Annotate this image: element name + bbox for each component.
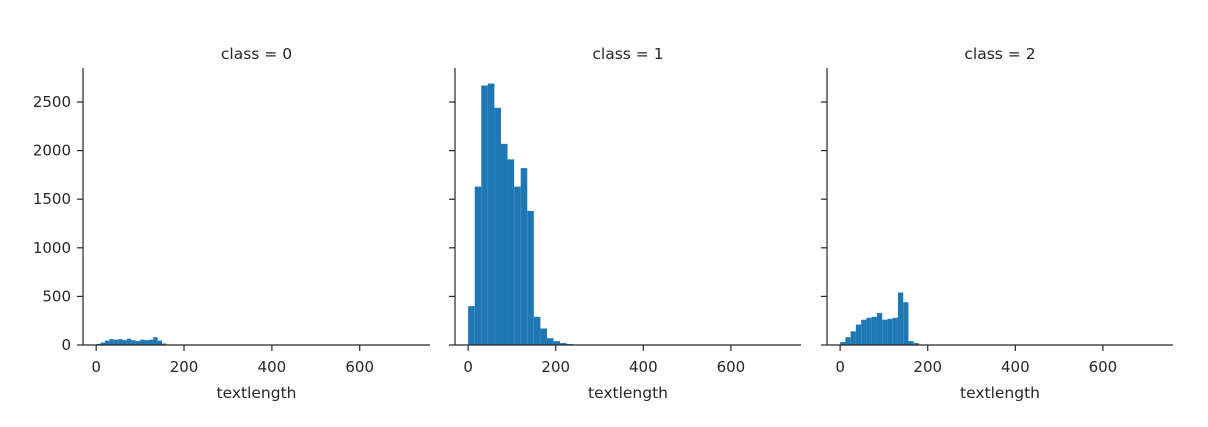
histogram-bar [109, 339, 114, 345]
facet-title: class = 1 [592, 45, 663, 63]
histogram-bar [876, 312, 883, 345]
histogram-bar [157, 340, 163, 345]
facet-title: class = 2 [964, 45, 1035, 63]
x-tick-label: 600 [345, 358, 374, 376]
x-axis-label: textlength [217, 384, 297, 402]
x-axis-label: textlength [588, 384, 668, 402]
histogram-bar [113, 339, 119, 345]
histogram-bar [148, 339, 154, 345]
x-tick-label: 200 [913, 358, 942, 376]
histogram-bar [861, 319, 867, 345]
histogram-bar [500, 143, 508, 345]
x-tick-label: 200 [170, 358, 199, 376]
histogram-bar [540, 328, 547, 345]
histogram-bar [104, 340, 110, 345]
histogram-bar [903, 302, 909, 345]
histogram-bar [494, 107, 501, 345]
x-tick-label: 400 [629, 358, 658, 376]
histogram-bar [882, 319, 888, 345]
y-tick-label: 500 [42, 287, 71, 305]
x-tick-label: 600 [1089, 358, 1118, 376]
x-tick-label: 0 [91, 358, 101, 376]
y-tick-label: 1000 [33, 239, 71, 257]
histogram-bar [135, 341, 141, 345]
histogram-bar [118, 339, 123, 345]
histogram-bar [153, 337, 158, 345]
histogram-bar [131, 340, 136, 345]
x-tick-label: 200 [541, 358, 570, 376]
histogram-bar [560, 343, 567, 345]
x-tick-label: 400 [258, 358, 287, 376]
histogram-bar [468, 306, 475, 345]
histogram-bar [546, 338, 554, 345]
x-tick-label: 600 [717, 358, 746, 376]
facet-title: class = 0 [221, 45, 292, 63]
histogram-bar [892, 317, 898, 345]
histogram-bar [897, 292, 904, 345]
histogram-bar [514, 186, 521, 345]
histogram-bar [840, 342, 846, 345]
histogram-bar [855, 324, 862, 345]
histogram-bar [850, 331, 856, 345]
histogram-bar [474, 186, 482, 345]
histogram-bar [533, 316, 541, 345]
histogram-bar [507, 159, 515, 345]
x-tick-label: 0 [463, 358, 473, 376]
histogram-bar [162, 343, 167, 345]
x-tick-label: 400 [1001, 358, 1030, 376]
y-tick-label: 0 [61, 336, 71, 354]
histogram-bar [100, 342, 105, 345]
x-axis-label: textlength [960, 384, 1040, 402]
histogram-bar [887, 318, 893, 345]
histogram-bar [140, 339, 145, 345]
histogram-bar [908, 341, 914, 345]
histogram-bar [866, 317, 872, 345]
histogram-bar [871, 316, 877, 345]
histogram-bar [527, 210, 534, 345]
histogram-bar [144, 340, 149, 345]
histogram-bar [845, 337, 851, 345]
histogram-bar [481, 85, 488, 345]
y-tick-label: 2000 [33, 142, 71, 160]
y-tick-label: 1500 [33, 190, 71, 208]
histogram-bar [487, 83, 495, 346]
x-tick-label: 0 [835, 358, 845, 376]
histogram-bar [126, 338, 132, 345]
histogram-bar [122, 340, 127, 345]
y-tick-label: 2500 [33, 93, 71, 111]
histogram-bar [913, 343, 919, 345]
histogram-bar [553, 341, 561, 345]
histogram-bar [520, 168, 528, 345]
